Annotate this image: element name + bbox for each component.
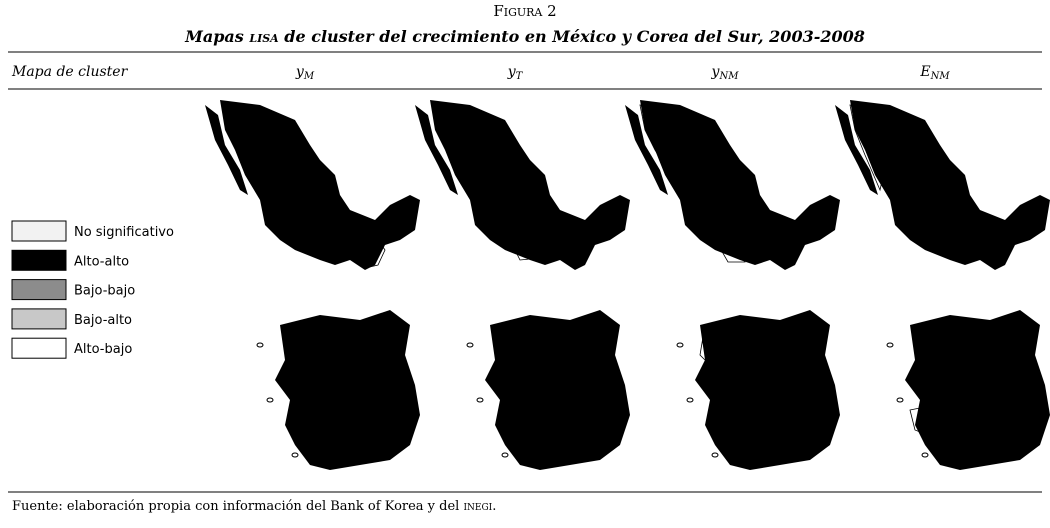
legend-swatch [11,337,67,359]
column-header: yNM [711,64,740,82]
legend-label: Alto-alto [74,254,129,269]
legend-label: Bajo-alto [74,313,132,328]
row-header: Mapa de cluster [11,64,129,80]
column-header: yT [507,64,524,82]
column-header: ENM [919,64,950,82]
figure-title: Mapas lisa de cluster del crecimiento en… [184,27,865,46]
maps [205,100,1050,471]
legend-label: Alto-bajo [74,342,132,357]
legend-label: Bajo-bajo [74,284,135,299]
source-note: Fuente: elaboración propia con informaci… [12,499,496,514]
legend-swatch [11,308,67,330]
legend-swatch [11,220,67,242]
legend-label: No significativo [74,225,174,240]
column-header: yM [295,64,315,82]
legend-swatch [11,279,67,301]
legend-swatch [11,249,67,271]
figure-label: Figura 2 [493,2,556,20]
